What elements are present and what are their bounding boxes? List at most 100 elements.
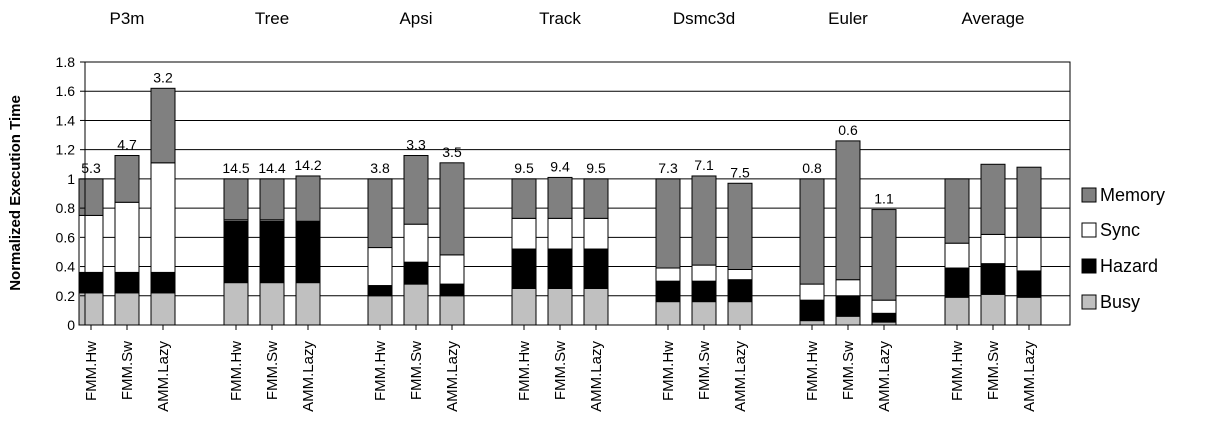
group-title: Average — [961, 9, 1024, 28]
bar-segment-hazard — [512, 249, 536, 288]
bar-segment-hazard — [836, 296, 860, 316]
bar-segment-memory — [296, 176, 320, 221]
group-title: Euler — [828, 9, 868, 28]
bar-segment-busy — [945, 297, 969, 325]
bar-value-label: 7.5 — [730, 164, 750, 180]
bar-segment-sync — [440, 255, 464, 284]
bar-segment-busy — [1017, 297, 1041, 325]
bar-segment-hazard — [224, 221, 248, 282]
bar-segment-memory — [945, 179, 969, 243]
bar-segment-hazard — [79, 272, 103, 292]
category-label: AMM.Lazy — [300, 341, 317, 412]
category-label: FMM.Sw — [119, 341, 136, 400]
y-tick-label: 1 — [67, 171, 75, 187]
bar-segment-memory — [440, 163, 464, 255]
bar-segment-memory — [115, 156, 139, 203]
bar-segment-hazard — [115, 272, 139, 292]
bar-segment-sync — [584, 218, 608, 249]
bar-segment-busy — [404, 284, 428, 325]
category-label: FMM.Sw — [552, 341, 569, 400]
bar-value-label: 9.5 — [586, 160, 606, 176]
bar-segment-sync — [981, 234, 1005, 263]
bar-segment-hazard — [260, 221, 284, 282]
legend-swatch-hazard — [1082, 259, 1096, 273]
bar-segment-memory — [981, 164, 1005, 234]
bar-value-label: 0.8 — [802, 160, 822, 176]
bar-segment-memory — [836, 141, 860, 280]
bar-segment-hazard — [656, 281, 680, 301]
bar-value-label: 9.4 — [550, 158, 570, 174]
bar-segment-busy — [79, 293, 103, 325]
bar-segment-sync — [404, 224, 428, 262]
bar-value-label: 3.5 — [442, 144, 462, 160]
category-label: AMM.Lazy — [876, 341, 893, 412]
legend: MemorySyncHazardBusy — [1082, 185, 1165, 312]
legend-swatch-busy — [1082, 295, 1096, 309]
y-axis-label: Normalized Execution Time — [7, 95, 24, 291]
bar-segment-sync — [1017, 237, 1041, 271]
bar-segment-sync — [656, 268, 680, 281]
bar-value-label: 3.3 — [406, 137, 426, 153]
category-label: FMM.Sw — [696, 341, 713, 400]
bar-segment-busy — [368, 296, 392, 325]
bar-segment-memory — [584, 179, 608, 218]
bar-segment-memory — [656, 179, 680, 268]
bar-segment-hazard — [800, 300, 824, 320]
bar-segment-hazard — [692, 281, 716, 301]
bar-segment-hazard — [440, 284, 464, 296]
bar-segment-memory — [79, 179, 103, 216]
bar-segment-sync — [945, 243, 969, 268]
bar-segment-busy — [800, 321, 824, 325]
bar-value-label: 7.3 — [658, 160, 678, 176]
bar-value-label: 14.4 — [258, 160, 285, 176]
bar-segment-busy — [728, 302, 752, 325]
legend-label-hazard: Hazard — [1100, 256, 1158, 276]
category-label: FMM.Sw — [840, 341, 857, 400]
bar-segment-busy — [151, 293, 175, 325]
bar-value-label: 0.6 — [838, 122, 858, 138]
bar-segment-busy — [296, 283, 320, 325]
bar-segment-busy — [692, 302, 716, 325]
bar-segment-memory — [872, 210, 896, 301]
y-tick-label: 1.4 — [56, 112, 76, 128]
bar-segment-sync — [151, 163, 175, 273]
bar-value-label: 7.1 — [694, 157, 714, 173]
category-label: FMM.Hw — [83, 341, 100, 401]
category-label: FMM.Sw — [264, 341, 281, 400]
bar-segment-busy — [981, 294, 1005, 325]
bar-value-label: 9.5 — [514, 160, 534, 176]
bar-value-label: 3.8 — [370, 160, 390, 176]
bar-segment-hazard — [728, 280, 752, 302]
bar-segment-memory — [512, 179, 536, 218]
y-tick-label: 1.6 — [56, 83, 76, 99]
bar-segment-sync — [692, 265, 716, 281]
group-title: Dsmc3d — [673, 9, 735, 28]
bar-segment-hazard — [1017, 271, 1041, 297]
bar-segment-memory — [260, 179, 284, 220]
bar-segment-memory — [728, 183, 752, 269]
category-label: FMM.Sw — [985, 341, 1002, 400]
bar-segment-memory — [151, 88, 175, 163]
bar-segment-busy — [440, 296, 464, 325]
group-title: Track — [539, 9, 581, 28]
bar-segment-sync — [836, 280, 860, 296]
bar-segment-memory — [692, 176, 716, 265]
bar-segment-hazard — [296, 221, 320, 282]
bar-segment-hazard — [151, 272, 175, 292]
bar-segment-memory — [224, 179, 248, 220]
bar-segment-hazard — [981, 264, 1005, 295]
bar-segment-busy — [584, 288, 608, 325]
y-tick-label: 0.4 — [56, 259, 76, 275]
bar-value-label: 14.5 — [222, 160, 249, 176]
category-label: FMM.Sw — [408, 341, 425, 400]
category-label: FMM.Hw — [516, 341, 533, 401]
group-title: Apsi — [399, 9, 432, 28]
category-label: AMM.Lazy — [588, 341, 605, 412]
bar-segment-sync — [872, 300, 896, 313]
y-tick-label: 1.8 — [56, 54, 76, 70]
category-label: FMM.Hw — [372, 341, 389, 401]
bar-segment-sync — [79, 215, 103, 272]
bar-segment-hazard — [945, 268, 969, 297]
bar-segment-sync — [368, 248, 392, 286]
bar-segment-busy — [115, 293, 139, 325]
